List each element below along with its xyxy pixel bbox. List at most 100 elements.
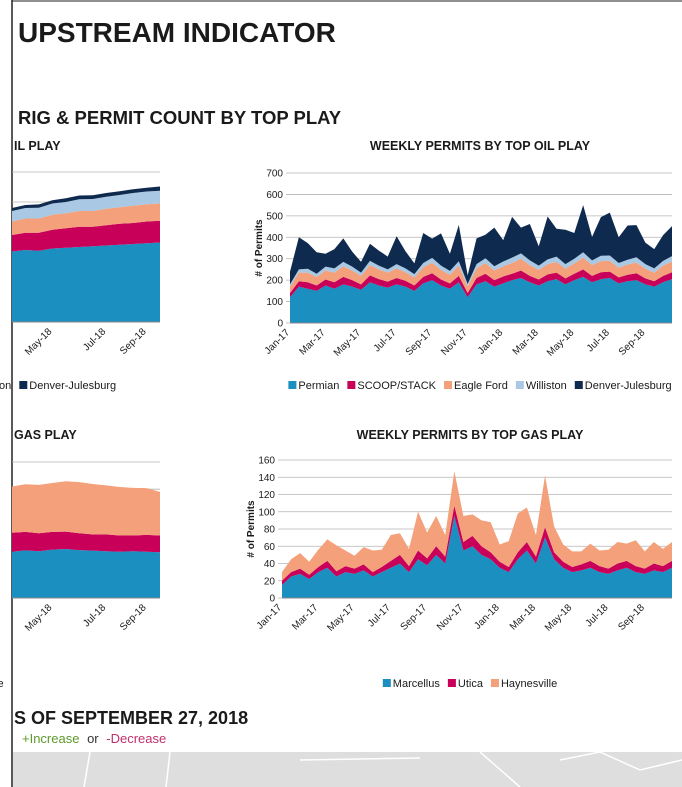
x-tick-label: May-18	[545, 327, 577, 359]
legend-swatch	[515, 381, 524, 389]
y-axis-label: # of Permits	[246, 500, 257, 558]
legend: Marcellus Utica Haynesville	[382, 678, 557, 690]
y-tick-label: 160	[258, 456, 275, 467]
y-tick-label: 400	[266, 233, 283, 244]
legend-label: Marcellus	[393, 678, 441, 690]
legend: Permian SCOOP/STACK Eagle Ford Williston Den…	[288, 380, 672, 392]
chart: IL PLAY May-18 Jul-18 Sep-18 ton Denver-Jules…	[0, 139, 160, 392]
x-tick-label: Sep-18	[617, 327, 648, 358]
x-tick-label: Mar-18	[508, 602, 538, 632]
x-tick-label: Jul-17	[372, 327, 399, 354]
area	[290, 257, 672, 293]
decrease-label: -Decrease	[106, 731, 166, 746]
x-tick-label: May-17	[325, 602, 357, 634]
y-tick-label: 700	[266, 169, 283, 180]
chart: WEEKLY PERMITS BY TOP OIL PLAY 0 100 200 300…	[254, 139, 672, 392]
x-tick-label: Sep-17	[399, 602, 430, 633]
map-borders	[83, 751, 682, 787]
area	[12, 242, 160, 322]
x-tick-label: Nov-17	[435, 602, 466, 633]
y-tick-label: 500	[266, 211, 283, 222]
increase-label: +Increase	[22, 731, 79, 746]
y-tick-label: 0	[277, 319, 283, 330]
x-tick-label: Jan-18	[476, 327, 506, 357]
x-tick-label: Sep-17	[404, 327, 435, 358]
area	[12, 481, 160, 536]
footer-heading: S OF SEPTEMBER 27, 2018	[14, 708, 248, 728]
area	[282, 471, 672, 581]
y-tick-label: 200	[266, 276, 283, 287]
legend-swatch	[490, 679, 499, 687]
chart-title: WEEKLY PERMITS BY TOP GAS PLAY	[357, 428, 584, 442]
map	[13, 751, 682, 787]
y-tick-label: 20	[264, 576, 276, 587]
y-tick-label: 0	[269, 594, 275, 605]
legend-label: Denver-Julesburg	[585, 380, 672, 392]
chart: GAS PLAY May-18 Jul-18 Sep-18 esville	[0, 428, 160, 690]
x-tick-label: Sep-18	[118, 326, 149, 357]
x-tick-label: Jul-17	[366, 602, 393, 629]
x-tick-label: Sep-18	[118, 602, 149, 633]
chart-title: IL PLAY	[14, 139, 61, 153]
legend-swatch	[382, 679, 391, 687]
y-tick-label: 600	[266, 190, 283, 201]
x-tick-label: Jul-18	[81, 326, 108, 353]
area	[282, 516, 672, 598]
x-tick-label: Jul-18	[585, 327, 612, 354]
x-tick-label: May-18	[23, 326, 55, 358]
legend: ton Denver-Julesburg	[0, 380, 116, 392]
x-tick-label: Mar-17	[290, 602, 320, 632]
legend-label: Haynesville	[501, 678, 557, 690]
legend-swatch	[574, 381, 583, 389]
area	[12, 549, 160, 598]
y-tick-label: 140	[258, 473, 275, 484]
area	[290, 205, 672, 285]
y-tick-label: 100	[258, 507, 275, 518]
x-tick-label: Jan-17	[263, 327, 293, 357]
area	[12, 190, 160, 222]
legend-swatch	[288, 381, 297, 389]
legend-label: Denver-Julesburg	[29, 380, 116, 392]
y-tick-label: 100	[266, 297, 283, 308]
legend-label: Permian	[298, 380, 339, 392]
page-title: UPSTREAM INDICATOR	[18, 17, 336, 48]
legend-swatch	[444, 381, 453, 389]
legend-swatch	[19, 381, 28, 389]
area	[290, 269, 672, 298]
legend: esville	[0, 678, 4, 690]
y-tick-label: 80	[264, 525, 276, 536]
x-tick-label: May-18	[543, 602, 575, 634]
x-tick-label: May-18	[23, 602, 55, 634]
y-tick-label: 60	[264, 542, 276, 553]
legend-label: esville	[0, 678, 4, 690]
x-tick-label: May-17	[332, 327, 364, 359]
or-label: or	[87, 731, 99, 746]
chart-title: WEEKLY PERMITS BY TOP OIL PLAY	[370, 139, 591, 153]
x-tick-label: Mar-18	[511, 327, 541, 357]
x-tick-label: Nov-17	[439, 327, 470, 358]
x-tick-label: Jan-18	[472, 602, 502, 632]
legend-label: SCOOP/STACK	[357, 380, 436, 392]
footer-legend: +Increase or -Decrease	[22, 731, 166, 746]
y-tick-label: 120	[258, 490, 275, 501]
legend-swatch	[347, 381, 356, 389]
y-axis-label: # of Permits	[254, 219, 265, 277]
area	[12, 203, 160, 235]
x-tick-label: Sep-18	[616, 602, 647, 633]
legend-label: Utica	[458, 678, 484, 690]
y-tick-label: 300	[266, 254, 283, 265]
map-background	[13, 752, 682, 787]
area	[290, 276, 672, 323]
chart-title: GAS PLAY	[14, 428, 77, 442]
area	[12, 220, 160, 252]
x-tick-label: Jul-18	[81, 602, 108, 629]
x-tick-label: Jan-17	[255, 602, 285, 632]
legend-label: Williston	[526, 380, 567, 392]
x-tick-label: Jul-18	[584, 602, 611, 629]
area	[12, 531, 160, 553]
area	[282, 505, 672, 586]
chart: WEEKLY PERMITS BY TOP GAS PLAY 0 20 40 60 80 1…	[246, 428, 672, 690]
legend-swatch	[447, 679, 456, 687]
area	[12, 186, 160, 211]
